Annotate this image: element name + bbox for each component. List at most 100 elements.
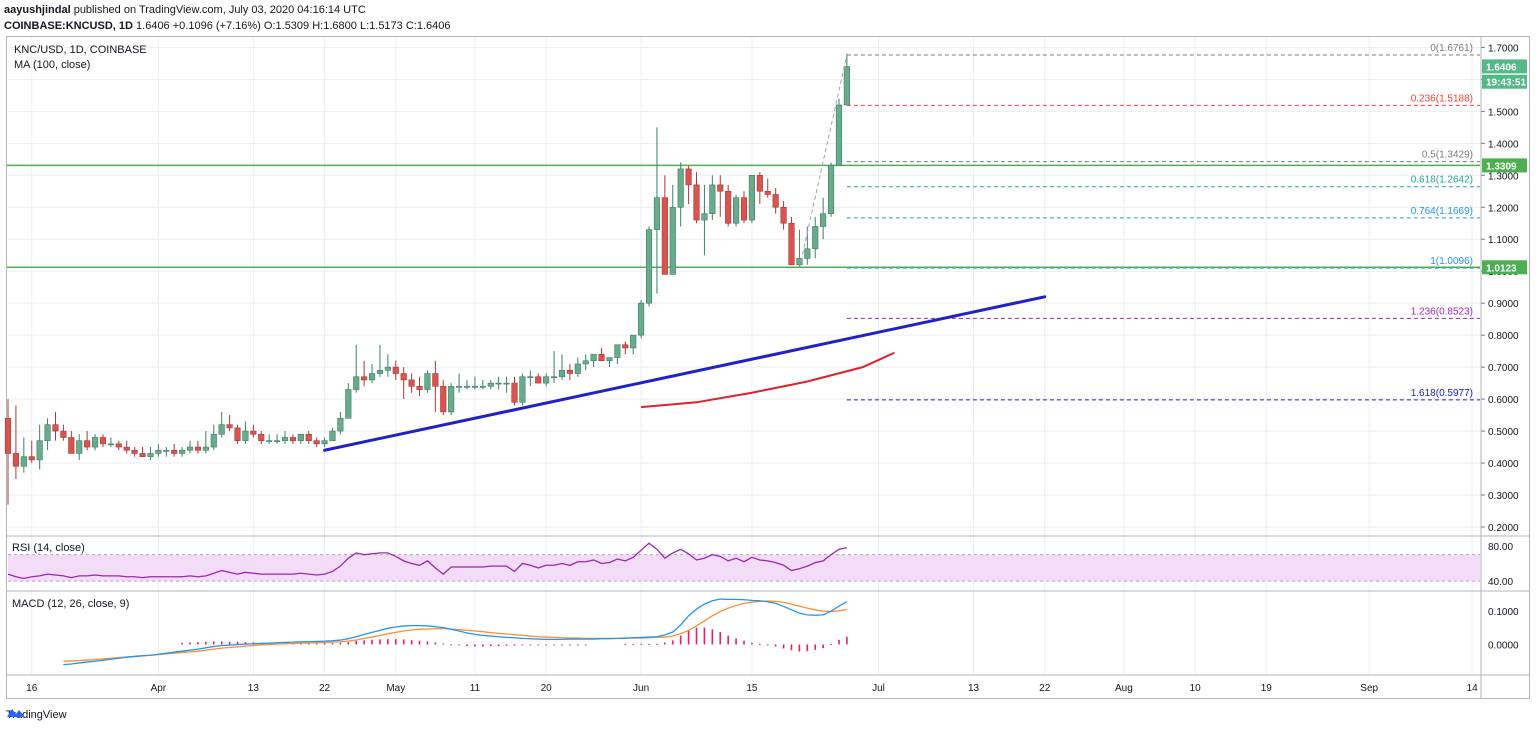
fib-trend-line [798,54,848,269]
candle [210,424,217,451]
candle [827,162,835,217]
chart-grid [8,37,1480,674]
candle [115,440,122,451]
bullish-candle-body [202,446,209,451]
candle [313,437,320,448]
bullish-candle-body [543,376,550,384]
bullish-candle-body [606,357,613,362]
candle [123,440,130,454]
time-tick-label: 22 [319,683,331,694]
candle [653,127,661,294]
fibonacci-retracement: 0(1.6761) 0.236(1.5188) 0.5(1.3429) 0.618(1… [846,43,1480,401]
candle [179,447,186,457]
last-price: 1.6406 [136,20,170,32]
bullish-candle-body [297,433,304,441]
candle [685,165,692,205]
candle [574,357,581,377]
candle [725,184,732,227]
bearish-candle-body [717,184,724,192]
candle [400,367,407,400]
macd-histogram-bar [782,644,785,649]
bullish-candle-body [590,354,597,362]
macd-histogram-bar [679,635,682,645]
countdown-badge-background [1482,74,1527,89]
macd-histogram-bar [379,639,381,645]
bearish-candle-body [361,376,368,381]
bullish-candle-body [321,440,328,445]
macd-histogram-bar [537,644,540,646]
time-tick-label: Apr [151,683,167,694]
candle [297,433,304,444]
macd-histogram-bar [458,644,460,646]
candle [258,431,265,444]
macd-histogram-bar [418,640,421,645]
last-price-badge-background [1482,59,1527,74]
ma-legend: MA (100, close) [14,59,90,71]
bullish-candle-body [218,424,225,435]
candle [337,411,344,435]
candle [709,175,716,221]
low-label: L: [359,20,370,32]
candle [28,440,35,464]
candle [60,424,67,441]
bearish-candle-body [226,424,233,429]
candle [740,191,748,224]
rsi-tick-label: 40.00 [1488,577,1513,588]
macd-histogram-bar [474,644,476,647]
macd-histogram-bar [735,638,737,645]
tradingview-logo-icon [7,709,25,717]
macd-histogram-bar [648,643,650,645]
macd-histogram-bar [640,643,642,645]
symbol-label: COINBASE:KNCUSD, 1D [4,20,133,32]
bullish-candle-body [733,197,740,224]
bullish-candle-body [107,443,114,446]
rsi-legend: RSI (14, close) [12,542,85,554]
candle [733,194,740,227]
bullish-candle-body [329,430,336,441]
bearish-candle-body [788,222,795,266]
candle [408,373,415,393]
bullish-candle-body [91,437,99,448]
candle [52,411,59,441]
candle [155,443,162,457]
candle [392,360,399,380]
fib-level-label: 1.618(0.5977) [1411,388,1473,399]
candle [503,376,510,393]
bullish-candle-body [242,430,249,441]
open-label: O: [263,20,276,32]
candle [416,376,423,396]
candle [353,344,360,393]
bullish-candle-body [820,213,827,227]
bullish-candle-body [36,440,43,461]
bullish-candle-body [614,344,621,358]
candle [99,434,107,448]
chart-frame[interactable] [6,36,1530,699]
macd-histogram-bar [719,632,722,645]
fib-level-label: 1.236(0.8523) [1411,306,1473,317]
time-tick-label: May [386,683,405,694]
bullish-candle-body [479,386,486,388]
bullish-candle-body [20,456,27,467]
bearish-candle-body [740,197,748,221]
macd-histogram-bar [521,644,524,646]
price-tick-label: 1.1000 [1488,235,1519,246]
publisher-name[interactable]: aayushjindal [4,4,71,16]
macd-tick-label: 0.1000 [1488,607,1519,618]
candle [820,197,827,240]
macd-histogram-bar [212,641,215,645]
high-value: 1.6800 [323,20,357,32]
bullish-candle-body [155,449,162,454]
bullish-candle-body [645,229,653,304]
candle [266,434,273,444]
candle [250,424,257,438]
price-tick-label: 1.2000 [1488,203,1519,214]
bullish-candle-body [384,366,391,371]
bearish-candle-body [194,446,202,451]
macd-histogram-bar [584,644,587,646]
bearish-candle-body [622,344,629,349]
price-tick-label: 0.3000 [1488,491,1519,502]
macd-histogram-bar [545,644,547,646]
macd-histogram-bar [814,644,817,650]
candle [717,175,724,217]
